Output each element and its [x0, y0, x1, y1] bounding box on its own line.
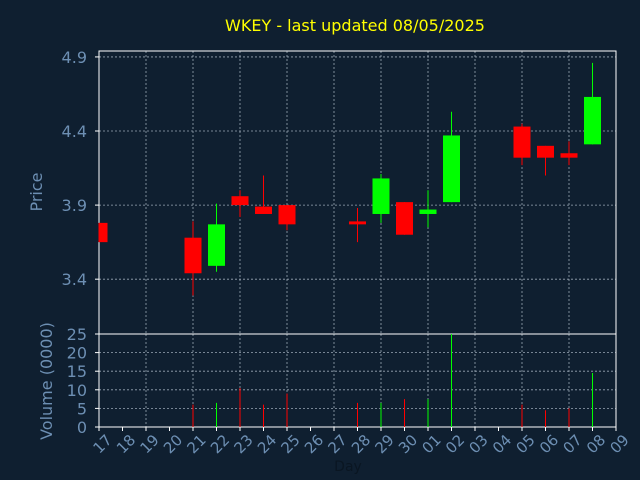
- candle-body: [560, 153, 578, 158]
- candles: [98, 62, 601, 296]
- price-tick-label: 3.9: [62, 196, 87, 215]
- volume-tick-label: 10: [67, 381, 87, 400]
- price-axis-label: Price: [27, 172, 46, 211]
- price-tick-label: 3.4: [62, 270, 87, 289]
- candle-body: [278, 205, 296, 225]
- candle-body: [419, 209, 437, 214]
- candle-body: [208, 224, 225, 266]
- volume-tick-label: 20: [67, 344, 87, 363]
- candle-body: [184, 237, 202, 274]
- candle-body: [537, 145, 554, 158]
- candle-body: [99, 222, 108, 243]
- candle-body: [349, 221, 366, 225]
- volume-bars: [192, 334, 593, 427]
- candle-body: [372, 178, 390, 214]
- candle-body: [513, 126, 531, 158]
- candle-body: [443, 135, 460, 203]
- candle-body: [396, 202, 413, 235]
- volume-tick-label: 15: [67, 362, 87, 381]
- volume-tick-label: 5: [77, 399, 87, 418]
- chart-title: WKEY - last updated 08/05/2025: [225, 16, 485, 35]
- volume-tick-label: 0: [77, 418, 87, 437]
- candle-body: [231, 196, 249, 206]
- price-tick-label: 4.4: [62, 122, 87, 141]
- candle-body: [584, 96, 601, 145]
- price-tick-label: 4.9: [62, 48, 87, 67]
- volume-axis-label: Volume (0000): [37, 322, 56, 440]
- x-axis-label: Day: [334, 459, 362, 475]
- candle-body: [255, 206, 272, 214]
- price-tick-labels: 3.4 3.9 4.4 4.9: [62, 48, 99, 289]
- volume-tick-label: 25: [67, 325, 87, 344]
